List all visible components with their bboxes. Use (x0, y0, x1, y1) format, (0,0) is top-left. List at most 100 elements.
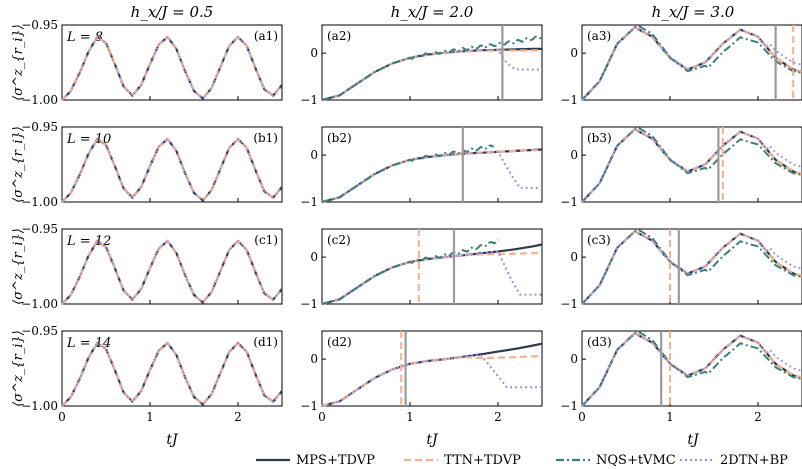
panel-r2-c1-frame (61, 126, 283, 203)
panel-r3-c3-ttn-line (581, 229, 802, 305)
panel-r3-c3-nqs-line (581, 228, 802, 305)
panel-r1-c3-frame (581, 24, 802, 101)
panel-r2-c2-nqs-line (321, 144, 495, 203)
panel-r1-c3-nqs-line (581, 24, 802, 101)
panel-r4-c2-tag: (d2) (327, 335, 352, 349)
panel-r3-c1-bp-line (61, 239, 283, 305)
xlabel-col2: tJ (426, 432, 439, 448)
panel-r1-c1-frame (61, 24, 283, 101)
col-title-2: h_x/J = 2.0 (391, 3, 474, 21)
panel-r1-c3-ytick-label-1: −1 (560, 93, 578, 107)
panel-r2-c2-tag: (b2) (327, 131, 352, 145)
panel-r4-c1-xtick-label-2: 2 (234, 410, 242, 424)
panel-r2-c2-ytick-label-1: −1 (300, 195, 318, 209)
panel-r3-c2-bp-line (321, 250, 542, 305)
panel-r1-c2-frame (321, 24, 543, 101)
panel-r4-c1-tag: (d1) (253, 335, 278, 349)
legend-mps-label: MPS+TDVP (296, 453, 375, 468)
panel-r1-c1-tag: (a1) (254, 29, 278, 43)
panel-r1-c2-tag: (a2) (327, 29, 351, 43)
panel-r4-c2-xtick-label-1: 1 (406, 410, 414, 424)
col-title-1: h_x/J = 0.5 (131, 3, 214, 21)
legend-bp-label: 2DTN+BP (720, 453, 788, 468)
panel-r1-c2-ytick-label-1: −1 (300, 93, 318, 107)
panel-r1-c1-ylabel: ⟨σ^z_{r_i}⟩ (11, 24, 26, 101)
panel-r3-c3-tag: (c3) (587, 233, 611, 247)
panel-r4-c3-ytick-label-0: 0 (570, 352, 578, 366)
panels: −0.95−1.00⟨σ^z_{r_i}⟩ (a1)L = 80−1(a2)0−1… (11, 18, 802, 424)
panel-r1-c2-bp-line (321, 48, 542, 101)
panel-r4-c2-ttn-line (321, 354, 543, 408)
panel-r1-c3-ttn-line (581, 25, 802, 101)
panel-r4-c3-ttn-line (581, 331, 802, 407)
panel-r4-c3-xtick-label-1: 1 (666, 410, 674, 424)
panel-r3-c2-mps-line (321, 243, 543, 306)
panel-r4-c3-frame (581, 330, 802, 407)
panel-r4-c1-xtick-label-0: 0 (58, 410, 66, 424)
panel-r2-c3-ytick-label-1: −1 (560, 195, 578, 209)
panel-r2-c3-tag: (b3) (587, 131, 612, 145)
panel-r3-c1-mps-line (61, 239, 283, 305)
panel-r2-c1-size-label: L = 10 (66, 132, 111, 147)
panel-r4-c1-ttn-line (61, 341, 283, 407)
panel-r2-c1-mps-line (61, 137, 283, 203)
panel-r1-c3-ytick-label-0: 0 (570, 46, 578, 60)
panel-r2-c3-frame (581, 126, 802, 203)
panel-r3-c3-frame (581, 228, 802, 305)
panel-r3-c2-frame (321, 228, 543, 305)
panel-r2-c3-ytick-label-0: 0 (570, 148, 578, 162)
panel-r3-c1-tag: (c1) (254, 233, 278, 247)
panel-r2-c3-bp-line (581, 128, 802, 203)
panel-r4-c2-ytick-label-1: −1 (300, 399, 318, 413)
panel-r3-c2-ytick-label-1: −1 (300, 297, 318, 311)
panel-r4-c2-mps-line (321, 342, 543, 408)
panel-r4-c2-xtick-label-2: 2 (494, 410, 502, 424)
panel-r3-c2-ttn-line (321, 251, 543, 306)
panel-r4-c3-bp-line (581, 332, 802, 407)
panel-r1-c2-ytick-label-0: 0 (310, 46, 318, 60)
panel-r4-c1-bp-line (61, 341, 283, 407)
panel-r2-c3-ttn-line (581, 127, 802, 203)
panel-r1-c1-bp-line (61, 35, 283, 101)
panel-r4-c1-frame (61, 330, 283, 407)
panel-r1-c1-mps-line (61, 35, 283, 101)
panel-r4-c1-ylabel: ⟨σ^z_{r_i}⟩ (11, 330, 26, 407)
panel-r3-c1-frame (61, 228, 283, 305)
panel-r2-c2-frame (321, 126, 543, 203)
panel-r4-c1-xtick-label-1: 1 (146, 410, 154, 424)
panel-r4-c3-xtick-label-0: 0 (578, 410, 586, 424)
panel-r2-c1-ylabel: ⟨σ^z_{r_i}⟩ (11, 126, 26, 203)
panel-r1-c3-mps-line (581, 25, 802, 101)
panel-r1-c3-bp-line (581, 26, 802, 101)
panel-r3-c3-mps-line (581, 229, 802, 305)
panel-r4-c3-nqs-line (581, 330, 802, 407)
panel-r1-c1-ytick-label-0: −0.95 (21, 18, 58, 32)
panel-r2-c2-bp-line (321, 150, 542, 203)
panel-r1-c2-nqs-line (321, 35, 543, 101)
legend-nqs-label: NQS+tVMC (596, 453, 676, 468)
panel-r1-c3-tag: (a3) (587, 29, 611, 43)
panel-r4-c1-mps-line (61, 341, 283, 407)
panel-r3-c3-ytick-label-0: 0 (570, 250, 578, 264)
panel-r3-c3-ytick-label-1: −1 (560, 297, 578, 311)
panel-r1-c1-ttn-line (61, 35, 283, 101)
panel-r4-c2-xtick-label-0: 0 (318, 410, 326, 424)
panel-r1-c1-ytick-label-1: −1.00 (21, 93, 58, 107)
panel-r2-c1-tag: (b1) (253, 131, 278, 145)
panel-r2-c3-nqs-line (581, 126, 802, 203)
panel-r2-c2-ttn-line (321, 149, 542, 204)
legend-ttn-label: TTN+TDVP (444, 453, 521, 468)
col-title-3: h_x/J = 3.0 (652, 3, 735, 21)
panel-r4-c3-xtick-label-2: 2 (754, 410, 762, 424)
panel-r3-c1-ytick-label-0: −0.95 (21, 222, 58, 236)
panel-r3-c2-nqs-line (321, 239, 499, 305)
panel-r2-c1-bp-line (61, 137, 283, 203)
panel-r1-c2-mps-line (321, 47, 542, 102)
panel-r2-c2-ytick-label-0: 0 (310, 148, 318, 162)
panel-r4-c1-ytick-label-0: −0.95 (21, 324, 58, 338)
panel-r2-c1-ytick-label-0: −0.95 (21, 120, 58, 134)
panel-r3-c1-ylabel: ⟨σ^z_{r_i}⟩ (11, 228, 26, 305)
panel-r2-c1-ttn-line (61, 137, 283, 203)
panel-r3-c2-ytick-label-0: 0 (310, 250, 318, 264)
